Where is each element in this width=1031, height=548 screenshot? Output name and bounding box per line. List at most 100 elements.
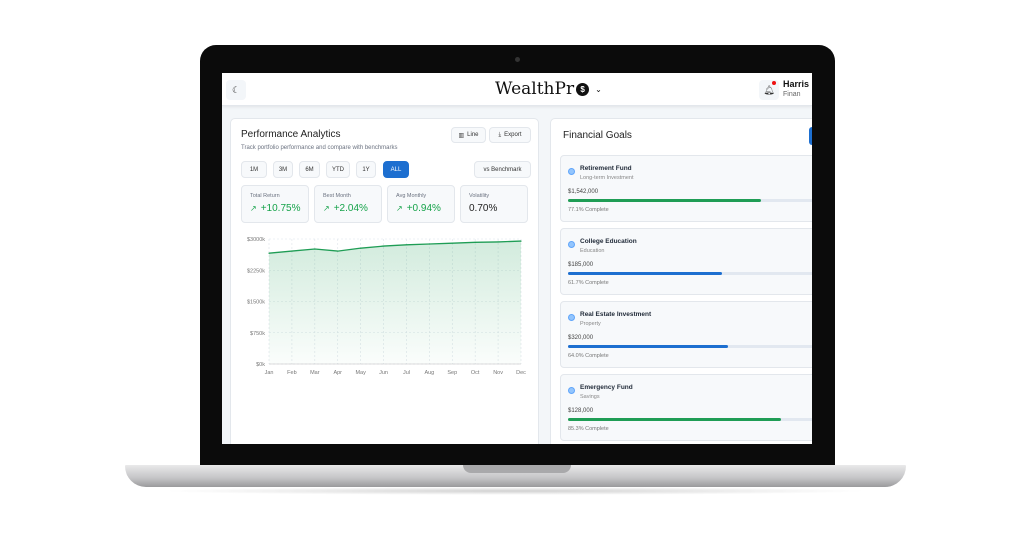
user-menu[interactable]: Harris Finan	[783, 79, 809, 98]
stat-label: Total Return	[250, 193, 280, 199]
goal-progress-label: 64.0% Complete	[568, 353, 609, 359]
export-button[interactable]: ⤓ Export	[489, 127, 531, 143]
data-point	[474, 241, 476, 243]
goal-name: Real Estate Investment	[580, 311, 652, 318]
y-tick-label: $2250k	[247, 268, 265, 274]
y-tick-label: $1500k	[247, 300, 265, 306]
range-1m-button[interactable]: 1M	[241, 161, 267, 178]
top-bar: ☾ WealthPr $ ⌄ 🔔︎ Harris Finan	[222, 73, 812, 106]
range-6m-button[interactable]: 6M	[299, 161, 320, 178]
add-goal-button[interactable]	[809, 127, 812, 145]
performance-subtitle: Track portfolio performance and compare …	[241, 145, 398, 151]
chart-type-button[interactable]: ▥ Line	[451, 127, 486, 143]
x-tick-label: Sep	[447, 370, 457, 376]
data-point	[314, 248, 316, 250]
goal-name: Emergency Fund	[580, 384, 633, 391]
chart-area	[269, 241, 521, 364]
goal-name: College Education	[580, 238, 637, 245]
target-icon	[568, 387, 575, 394]
logo[interactable]: WealthPr $ ⌄	[495, 79, 602, 99]
user-name: Harris	[783, 79, 810, 89]
goal-progress-fill	[568, 272, 723, 275]
stat-card: Volatility 0.70%	[460, 185, 528, 223]
x-tick-label: Oct	[471, 370, 480, 376]
chart-line	[268, 240, 522, 254]
x-tick-label: Feb	[287, 370, 296, 376]
goals-title: Financial Goals	[563, 130, 632, 141]
stat-card: Avg Monthly ↗ +0.94%	[387, 185, 455, 223]
laptop-notch	[463, 465, 571, 473]
download-icon: ⤓	[498, 131, 502, 138]
y-tick-label: $750k	[250, 331, 265, 337]
camera	[515, 57, 520, 62]
stat-value: +10.75%	[260, 203, 301, 214]
goal-category: Property	[580, 321, 601, 327]
trend-up-icon: ↗	[396, 204, 403, 213]
data-point	[382, 245, 385, 247]
goal-progress-label: 77.1% Complete	[568, 207, 609, 213]
range-3m-button[interactable]: 3M	[273, 161, 293, 178]
notifications-button[interactable]: 🔔︎	[759, 80, 779, 100]
theme-toggle-button[interactable]: ☾	[226, 80, 246, 100]
target-icon	[568, 241, 575, 248]
moon-icon: ☾	[231, 84, 241, 95]
goal-category: Education	[580, 248, 605, 254]
goal-category: Long-term Investment	[580, 175, 634, 181]
stat-value: +2.04%	[333, 203, 368, 214]
bar-chart-icon: ▥	[458, 132, 465, 139]
x-tick-label: Apr	[333, 370, 342, 376]
goal-item[interactable]: College Education Education $185,000 61.7% …	[560, 228, 812, 295]
x-tick-label: Dec	[516, 370, 526, 376]
goal-item[interactable]: Emergency Fund Savings $128,000 85.3% Compl…	[560, 374, 812, 441]
stat-value: +0.94%	[406, 203, 441, 214]
range-all-button[interactable]: ALL	[383, 161, 409, 178]
goals-card: Financial Goals Retirement Fund Long-term…	[550, 118, 812, 444]
data-point	[428, 243, 430, 245]
target-icon	[568, 168, 575, 175]
notification-dot	[772, 81, 776, 85]
export-label: Export	[504, 132, 522, 138]
laptop-base	[125, 465, 906, 487]
data-point	[497, 241, 499, 243]
goal-item[interactable]: Retirement Fund Long-term Investment $1,54…	[560, 155, 812, 222]
performance-card: Performance Analytics Track portfolio pe…	[230, 118, 539, 444]
x-tick-label: Jan	[265, 370, 274, 376]
y-tick-label: $0k	[256, 362, 265, 368]
bell-icon: 🔔︎	[763, 84, 775, 95]
goal-amount: $320,000	[568, 335, 594, 341]
x-tick-label: Mar	[310, 370, 320, 376]
user-role: Finan	[783, 91, 801, 98]
y-tick-label: $3000k	[247, 237, 265, 243]
x-tick-label: Jul	[403, 370, 410, 376]
goal-amount: $185,000	[568, 262, 594, 268]
stat-label: Avg Monthly	[396, 193, 427, 199]
stat-label: Volatility	[469, 193, 490, 199]
chevron-down-icon: ⌄	[595, 84, 602, 94]
trend-up-icon: ↗	[250, 204, 257, 213]
data-point	[291, 250, 293, 252]
goal-progress-bar	[568, 199, 812, 202]
x-tick-label: May	[355, 370, 366, 376]
stat-card: Best Month ↗ +2.04%	[314, 185, 382, 223]
target-icon	[568, 314, 575, 321]
range-1y-button[interactable]: 1Y	[356, 161, 376, 178]
goal-amount: $128,000	[568, 408, 594, 414]
goal-progress-fill	[568, 199, 761, 202]
trend-up-icon: ↗	[323, 204, 330, 213]
goal-category: Savings	[580, 394, 600, 400]
data-point	[405, 244, 408, 246]
data-point	[360, 247, 362, 249]
benchmark-button[interactable]: vs Benchmark	[474, 161, 531, 178]
goal-progress-label: 85.3% Complete	[568, 426, 609, 432]
range-ytd-button[interactable]: YTD	[326, 161, 350, 178]
goal-progress-fill	[568, 345, 728, 348]
laptop-shadow	[160, 487, 870, 495]
goal-progress-bar	[568, 418, 812, 421]
stat-card: Total Return ↗ +10.75%	[241, 185, 309, 223]
data-point	[268, 252, 270, 254]
goal-progress-label: 61.7% Complete	[568, 280, 609, 286]
stat-label: Best Month	[323, 193, 351, 199]
goal-item[interactable]: Real Estate Investment Property $320,000 64…	[560, 301, 812, 368]
performance-title: Performance Analytics	[241, 129, 341, 140]
x-tick-label: Nov	[493, 370, 503, 376]
